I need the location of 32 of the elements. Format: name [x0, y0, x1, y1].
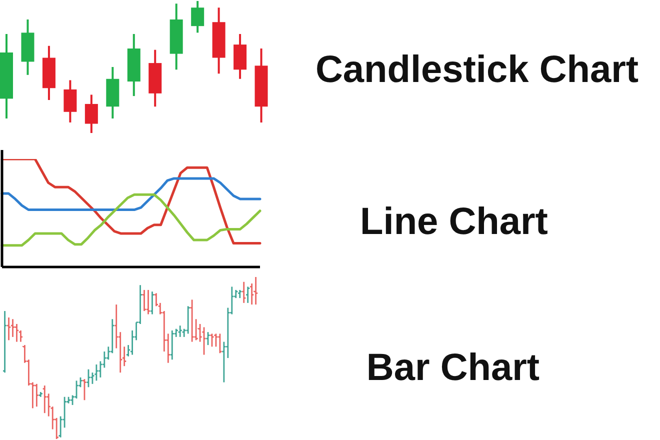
candlestick [209, 333, 214, 348]
candlestick [84, 94, 98, 133]
candlestick [186, 305, 191, 334]
candlestick [94, 364, 99, 382]
candlestick [146, 289, 151, 315]
candlestick [170, 330, 175, 360]
candlestick [191, 1, 204, 34]
text: Candlestick Chart [315, 49, 639, 91]
candlestick [82, 378, 87, 401]
candlestick [34, 383, 40, 408]
candlestick [241, 281, 246, 304]
candlestick [253, 277, 258, 306]
candlestick [6, 316, 12, 341]
candlestick [245, 286, 250, 304]
candlestick [86, 368, 91, 388]
candlestick [10, 318, 16, 338]
text: Line Chart [360, 201, 548, 243]
candlestick [202, 326, 207, 356]
candlestick [14, 323, 20, 342]
candlestick [42, 384, 48, 414]
candlestick [3, 310, 8, 374]
candlestick [98, 360, 103, 378]
text: Bar Chart [366, 347, 540, 389]
candlestick [74, 380, 80, 400]
candlestick [206, 331, 210, 346]
candlestick [217, 333, 222, 354]
candlestick [142, 289, 147, 312]
candlestick [178, 324, 183, 338]
candlestick [102, 350, 107, 368]
candlestick [64, 79, 77, 124]
candlestick [150, 290, 155, 315]
candlestick [190, 298, 195, 342]
